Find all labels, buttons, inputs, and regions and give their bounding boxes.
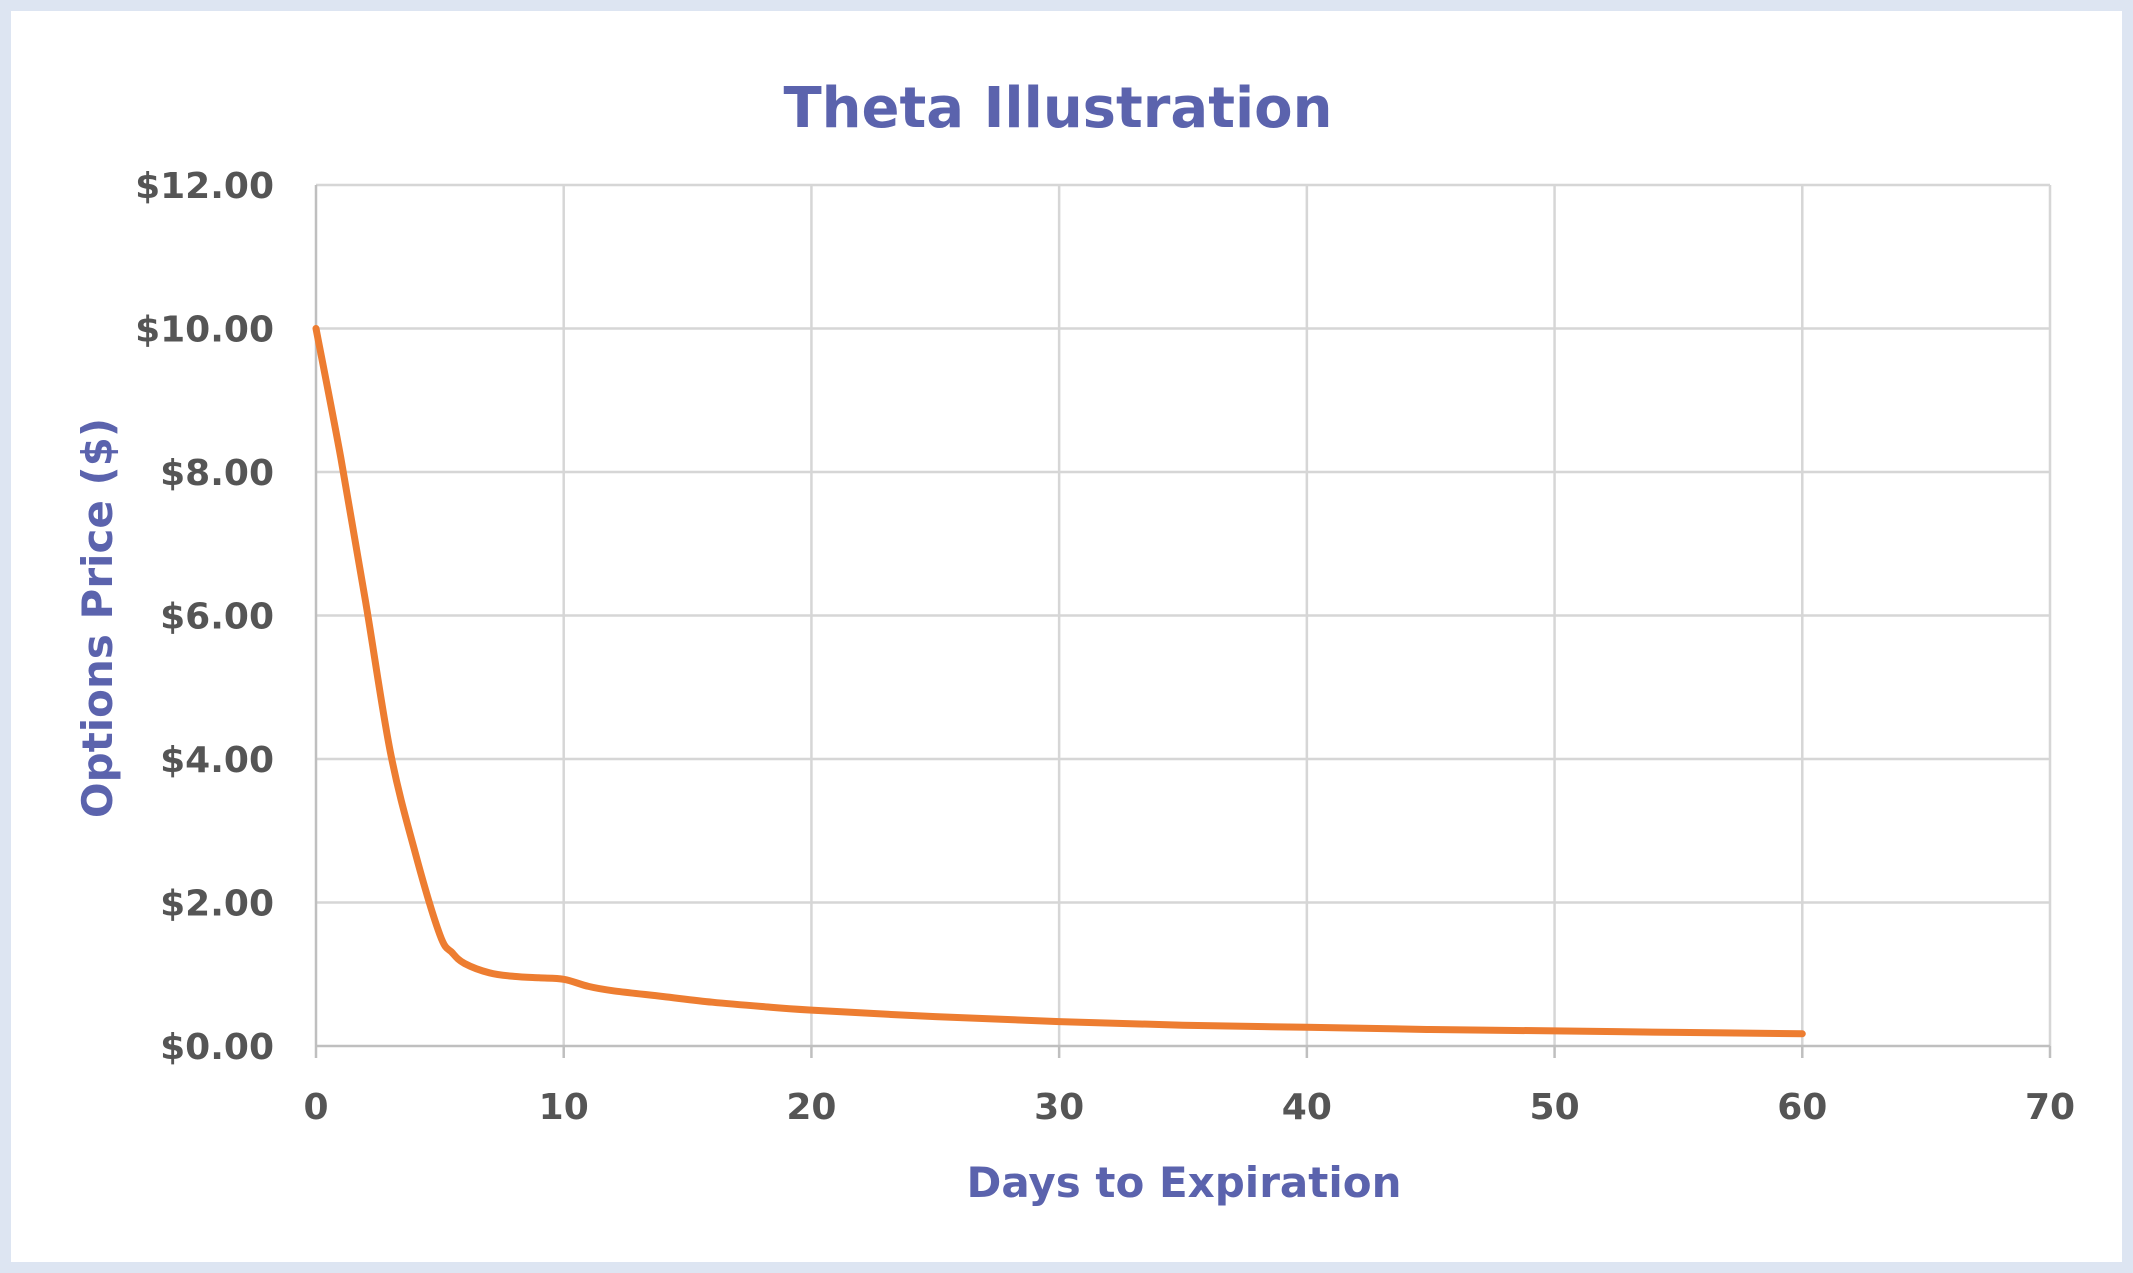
x-tick-label: 70 bbox=[2025, 1087, 2075, 1128]
x-tick-label: 20 bbox=[786, 1087, 836, 1128]
y-tick-labels: $0.00 $2.00 $4.00 $6.00 $8.00 $10.00 $12.00 bbox=[135, 166, 274, 1068]
chart-title: Theta Illustration bbox=[783, 76, 1332, 141]
x-tick-label: 10 bbox=[539, 1087, 589, 1128]
series-layer bbox=[312, 325, 1806, 1038]
y-tick-label: $12.00 bbox=[135, 166, 274, 207]
y-axis-title: Options Price ($) bbox=[73, 418, 122, 818]
y-tick-label: $2.00 bbox=[160, 884, 274, 925]
y-tick-label: $0.00 bbox=[160, 1027, 274, 1068]
x-tick-label: 0 bbox=[303, 1087, 328, 1128]
x-tick-label: 30 bbox=[1034, 1087, 1084, 1128]
y-tick-label: $6.00 bbox=[160, 597, 274, 638]
x-tick-label: 40 bbox=[1282, 1087, 1332, 1128]
series-line bbox=[312, 325, 1806, 1038]
y-tick-label: $10.00 bbox=[135, 310, 274, 351]
y-tick-label: $4.00 bbox=[160, 740, 274, 781]
grid bbox=[316, 183, 2052, 1046]
x-tick-label: 50 bbox=[1530, 1087, 1580, 1128]
chart-background bbox=[11, 11, 2122, 1262]
y-tick-label: $8.00 bbox=[160, 453, 274, 494]
axes bbox=[314, 185, 2052, 1058]
x-tick-labels: 0 10 20 30 40 50 60 70 bbox=[303, 1087, 2075, 1128]
x-axis-title: Days to Expiration bbox=[967, 1158, 1402, 1207]
x-tick-label: 60 bbox=[1777, 1087, 1827, 1128]
